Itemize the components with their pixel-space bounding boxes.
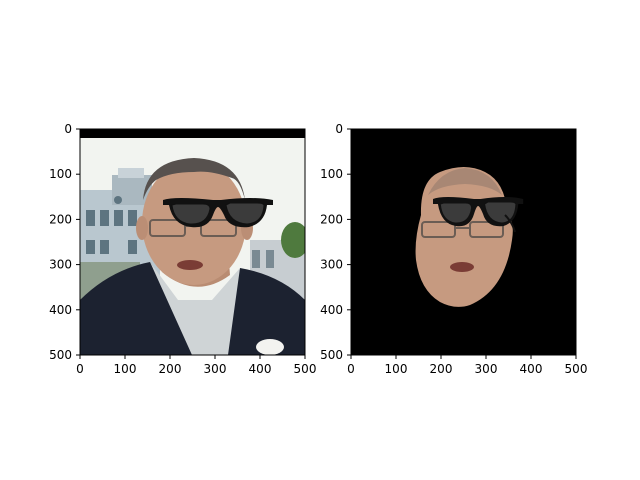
svg-text:200: 200: [320, 212, 343, 226]
left-y-tick-labels: 0 100 200 300 400 500: [49, 122, 72, 362]
svg-text:0: 0: [76, 362, 84, 376]
left-y-axis: [76, 128, 80, 356]
svg-text:0: 0: [347, 362, 355, 376]
svg-text:200: 200: [159, 362, 182, 376]
right-y-axis: [347, 128, 351, 356]
left-image-panel: [79, 128, 306, 356]
right-image-panel: [350, 128, 577, 356]
svg-text:400: 400: [520, 362, 543, 376]
svg-text:500: 500: [294, 362, 317, 376]
svg-text:100: 100: [385, 362, 408, 376]
svg-text:300: 300: [320, 258, 343, 272]
svg-text:300: 300: [49, 258, 72, 272]
svg-text:500: 500: [49, 348, 72, 362]
right-x-tick-labels: 0 100 200 300 400 500: [347, 362, 587, 376]
svg-text:200: 200: [430, 362, 453, 376]
glasses-overlay-right: [432, 196, 524, 233]
svg-text:500: 500: [320, 348, 343, 362]
svg-text:0: 0: [335, 122, 343, 136]
svg-text:300: 300: [204, 362, 227, 376]
svg-text:100: 100: [114, 362, 137, 376]
right-y-tick-labels: 0 100 200 300 400 500: [320, 122, 343, 362]
svg-text:500: 500: [565, 362, 588, 376]
svg-text:100: 100: [49, 167, 72, 181]
svg-text:100: 100: [320, 167, 343, 181]
left-x-axis: [79, 355, 306, 359]
svg-text:400: 400: [320, 303, 343, 317]
svg-text:400: 400: [249, 362, 272, 376]
svg-text:200: 200: [49, 212, 72, 226]
svg-text:0: 0: [64, 122, 72, 136]
left-x-tick-labels: 0 100 200 300 400 500: [76, 362, 316, 376]
svg-text:400: 400: [49, 303, 72, 317]
right-x-axis: [350, 355, 577, 359]
svg-text:300: 300: [475, 362, 498, 376]
